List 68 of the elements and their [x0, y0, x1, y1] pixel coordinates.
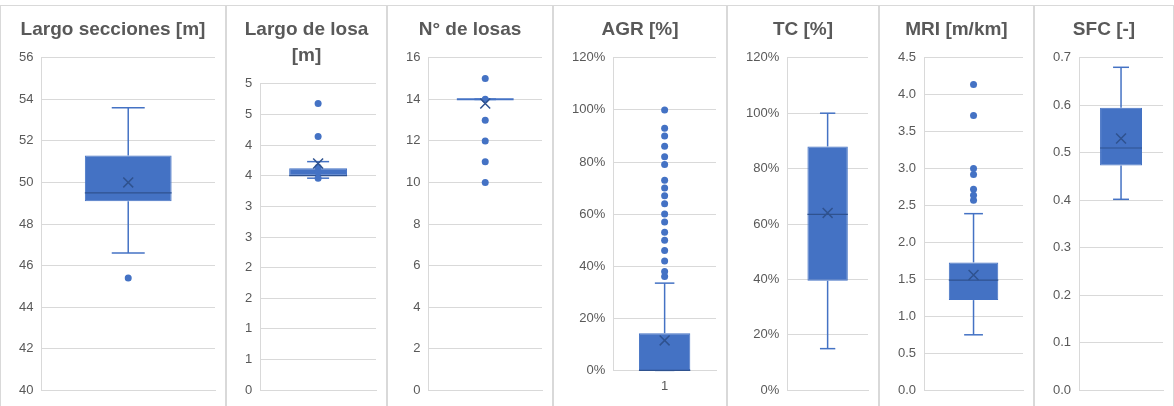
y-tick-label: 4 [413, 298, 421, 314]
chart-title: N° de losas [417, 17, 523, 41]
y-tick-label: 2 [413, 340, 421, 356]
y-tick-label: 0.6 [1052, 96, 1072, 112]
y-tick-label: 46 [18, 257, 34, 273]
y-tick-label: 20% [753, 326, 780, 342]
y-tick-label: 60% [753, 215, 780, 231]
y-tick-label: 0.7 [1052, 49, 1072, 65]
chart-title: Largo de losa [m] [243, 17, 370, 67]
y-tick-label: 4.0 [897, 86, 917, 102]
y-tick-label: 4.5 [897, 49, 917, 65]
chart-title: MRI [m/km] [904, 17, 1009, 41]
y-tick-label: 80% [753, 160, 780, 176]
y-tick-label: 42 [18, 340, 34, 356]
y-tick-label: 40% [753, 270, 780, 286]
y-tick-label: 10 [405, 174, 421, 190]
y-tick-label: 14 [405, 90, 421, 106]
y-tick-label: 80% [579, 153, 606, 169]
y-tick-label: 4 [245, 167, 253, 183]
y-tick-label: 6 [413, 257, 421, 273]
y-tick-label: 3.0 [897, 160, 917, 176]
y-tick-label: 56 [18, 49, 34, 65]
y-tick-label: 0.1 [1052, 334, 1072, 350]
y-tick-label: 5 [245, 106, 253, 122]
y-tick-label: 0.5 [897, 344, 917, 360]
y-tick-label: 50 [18, 174, 34, 190]
y-tick-label: 0.0 [1052, 381, 1072, 397]
y-tick-label: 0.3 [1052, 239, 1072, 255]
y-tick-label: 1 [245, 320, 253, 336]
y-tick-label: 2 [245, 259, 253, 275]
y-tick-label: 120% [572, 49, 606, 65]
y-tick-label: 12 [405, 132, 421, 148]
y-tick-label: 5 [245, 75, 253, 91]
chart-title: AGR [%] [600, 17, 680, 41]
y-tick-label: 1 [245, 351, 253, 367]
y-tick-label: 0 [413, 381, 421, 397]
y-tick-label: 0.4 [1052, 191, 1072, 207]
y-tick-label: 3 [245, 197, 253, 213]
y-tick-label: 1.5 [897, 270, 917, 286]
y-tick-label: 2.0 [897, 234, 917, 250]
y-tick-label: 2 [245, 289, 253, 305]
chart-title: TC [%] [771, 17, 835, 41]
y-tick-label: 100% [572, 101, 606, 117]
y-tick-label: 3 [245, 228, 253, 244]
y-tick-label: 0% [586, 361, 606, 377]
y-tick-label: 44 [18, 298, 34, 314]
chart-title: SFC [-] [1071, 17, 1137, 41]
chart-title: Largo secciones [m] [19, 17, 207, 41]
y-tick-label: 0 [245, 381, 253, 397]
y-tick-label: 40 [18, 381, 34, 397]
y-tick-label: 20% [579, 309, 606, 325]
y-tick-label: 4 [245, 136, 253, 152]
y-tick-label: 52 [18, 132, 34, 148]
y-tick-label: 0.5 [1052, 144, 1072, 160]
y-tick-label: 60% [579, 205, 606, 221]
y-tick-label: 1.0 [897, 307, 917, 323]
y-tick-label: 48 [18, 215, 34, 231]
y-tick-label: 100% [746, 104, 780, 120]
y-tick-label: 0.2 [1052, 286, 1072, 302]
y-tick-label: 0.0 [897, 381, 917, 397]
y-tick-label: 54 [18, 90, 34, 106]
y-tick-label: 120% [746, 49, 780, 65]
y-tick-label: 16 [405, 49, 421, 65]
y-tick-label: 40% [579, 257, 606, 273]
y-tick-label: 8 [413, 215, 421, 231]
y-tick-label: 0% [760, 381, 780, 397]
y-tick-label: 3.5 [897, 123, 917, 139]
y-tick-label: 2.5 [897, 197, 917, 213]
